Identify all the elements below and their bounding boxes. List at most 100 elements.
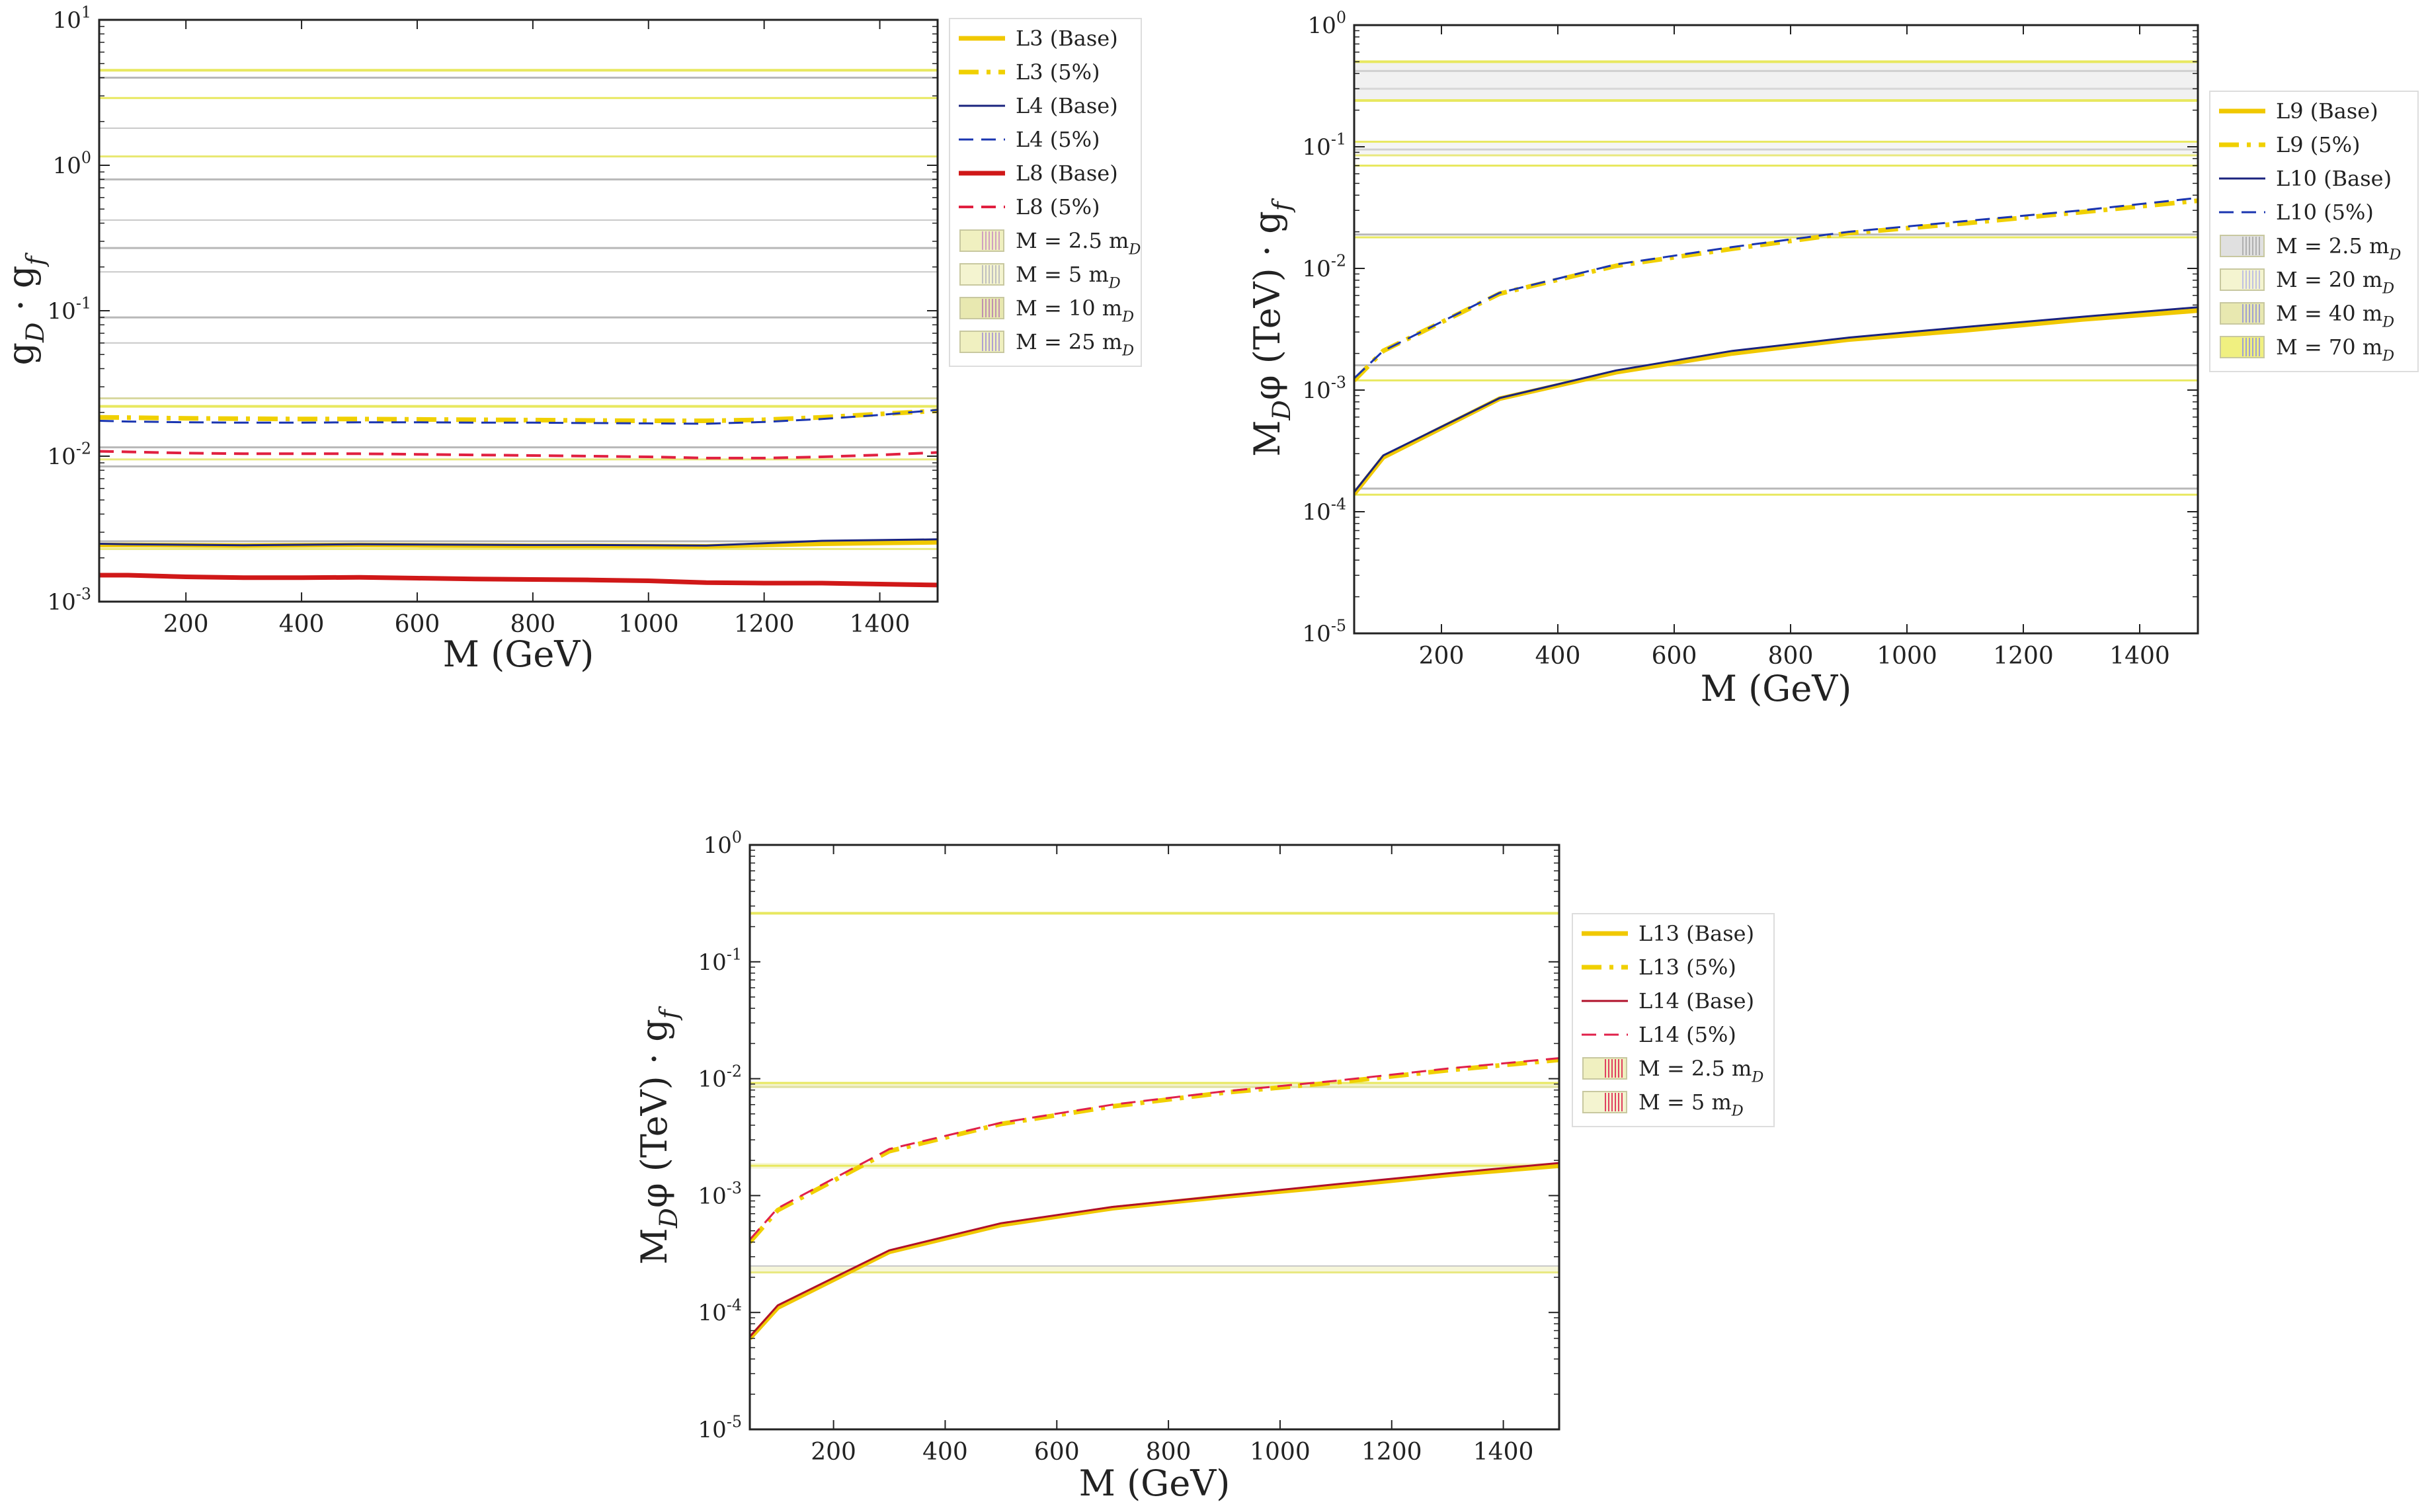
legend-item: L8 (5%) [959,194,1100,219]
text-run: 10 [1303,378,1331,404]
legend-item: L4 (Base) [959,93,1118,118]
text-run: 10 [48,298,76,325]
legend-item: L10 (5%) [2219,200,2374,225]
text-run: 10 [48,589,76,616]
superscript: -3 [76,585,91,604]
series-line-l9-5- [1354,198,2198,382]
subscript: D [1121,342,1134,360]
superscript: -5 [1331,617,1346,635]
x-tick-label: 1400 [2109,643,2170,670]
text-run: 10 [698,1417,727,1443]
text-run: 10 [53,7,81,34]
text-run: φ (TeV) · g [1246,211,1288,400]
plot-area [750,845,1559,1429]
text-run: M = 2.5 m [1638,1056,1752,1081]
legend-item: M = 5 mD​ [959,262,1121,292]
x-tick-label: 1000 [618,611,679,638]
legend-item: L3 (5%) [959,60,1100,85]
text-run: 10 [698,949,727,976]
y-axis-title: MD​φ (TeV) · gf​ [1246,198,1296,457]
subscript: D [1751,1069,1763,1086]
y-tick-label: 10-1​ [698,945,742,976]
subscript: D [2382,348,2394,365]
y-tick-label: 10-2​ [1303,252,1346,282]
legend-item: L10 (Base) [2219,166,2392,191]
legend-label: M = 2.5 mD​ [1638,1056,1763,1086]
legend: L9 (Base) L9 (5%) L10 (Base) L10 (5%) M = 2.… [2209,91,2419,372]
plot-area [1354,25,2198,633]
subscript: D [2388,247,2401,264]
text-run: 10 [698,1183,727,1209]
x-tick-label: 600 [1652,643,1697,670]
text-run: 10 [698,1300,727,1326]
band [1354,61,2198,101]
x-tick-label: 400 [1535,643,1581,670]
legend-label: M = 5 mD​ [1638,1090,1744,1120]
superscript: -3 [727,1179,742,1197]
text-run: · g [0,266,42,323]
legend-label: M = 70 mD​ [2276,335,2394,365]
text-run: M = 2.5 m [1016,228,1129,253]
y-tick-label: 10-3​ [48,585,91,616]
legend-item: L13 (Base) [1582,921,1754,946]
x-axis-title: M (GeV) [443,633,594,675]
text-run: 10 [698,1066,727,1093]
superscript: -5 [727,1413,742,1431]
superscript: -2 [1331,252,1346,270]
legend-frame [2209,91,2419,372]
text-run: M [1246,420,1288,456]
subscript: D [20,323,50,343]
text-run: 10 [1303,256,1331,282]
legend-item: M = 2.5 mD​ [1582,1056,1763,1086]
subscript: f [20,253,50,268]
y-tick-label: 10-1​ [1303,130,1346,161]
legend-label: M = 2.5 mD​ [1016,228,1141,259]
legend-label: L14 (5%) [1638,1022,1736,1047]
legend: L3 (Base) L3 (5%) L4 (Base) L4 (5%) L8 (Base… [949,18,1142,367]
x-tick-label: 1200 [1993,643,2054,670]
subscript: D [1121,309,1134,326]
series-line-l13-base- [750,1163,1559,1340]
text-run: M = 10 m [1016,296,1122,321]
legend-label: L13 (Base) [1638,921,1754,946]
y-tick-label: 101​ [53,3,91,34]
y-tick-label: 100​ [53,149,91,179]
x-tick-label: 1000 [1250,1439,1311,1466]
superscript: -3 [1331,374,1346,392]
legend-label: L4 (5%) [1016,127,1100,152]
series-line-l10-5- [1354,196,2198,379]
legend-item: L4 (5%) [959,127,1100,152]
legend-item: L13 (5%) [1582,955,1736,980]
superscript: -2 [76,440,91,458]
x-tick-label: 800 [1768,643,1814,670]
text-run: M = 70 m [2276,335,2382,360]
legend-item: M = 70 mD​ [2220,335,2394,365]
legend-item: M = 2.5 mD​ [959,228,1141,259]
text-run: 10 [1308,13,1336,39]
subscript: D [654,1208,683,1228]
y-tick-label: 10-3​ [1303,374,1346,404]
y-tick-label: 10-4​ [698,1296,742,1326]
x-tick-label: 800 [510,611,556,638]
legend-label: L3 (5%) [1016,60,1100,85]
text-run: 10 [704,832,732,859]
legend-label: M = 10 mD​ [1016,296,1134,326]
text-run: 10 [53,153,81,179]
text-run: M = 40 m [2276,301,2382,326]
y-tick-label: 10-5​ [1303,617,1346,647]
series-line-l13-5- [750,1057,1559,1244]
series-line-l14-base- [750,1162,1559,1337]
series-line-l8-base- [99,573,938,588]
series-line-l3-5- [99,408,938,423]
subscript: D [1128,241,1141,259]
superscript: -2 [727,1062,742,1080]
y-axis-title: gD​ · gf​ [0,253,50,366]
series-line-l14-5- [750,1057,1559,1240]
text-run: M = 5 m [1638,1090,1732,1115]
x-tick-label: 400 [279,611,325,638]
legend-label: M = 40 mD​ [2276,301,2394,331]
legend-item: M = 20 mD​ [2220,267,2394,298]
superscript: -1 [76,294,91,313]
superscript: 0 [732,828,742,847]
